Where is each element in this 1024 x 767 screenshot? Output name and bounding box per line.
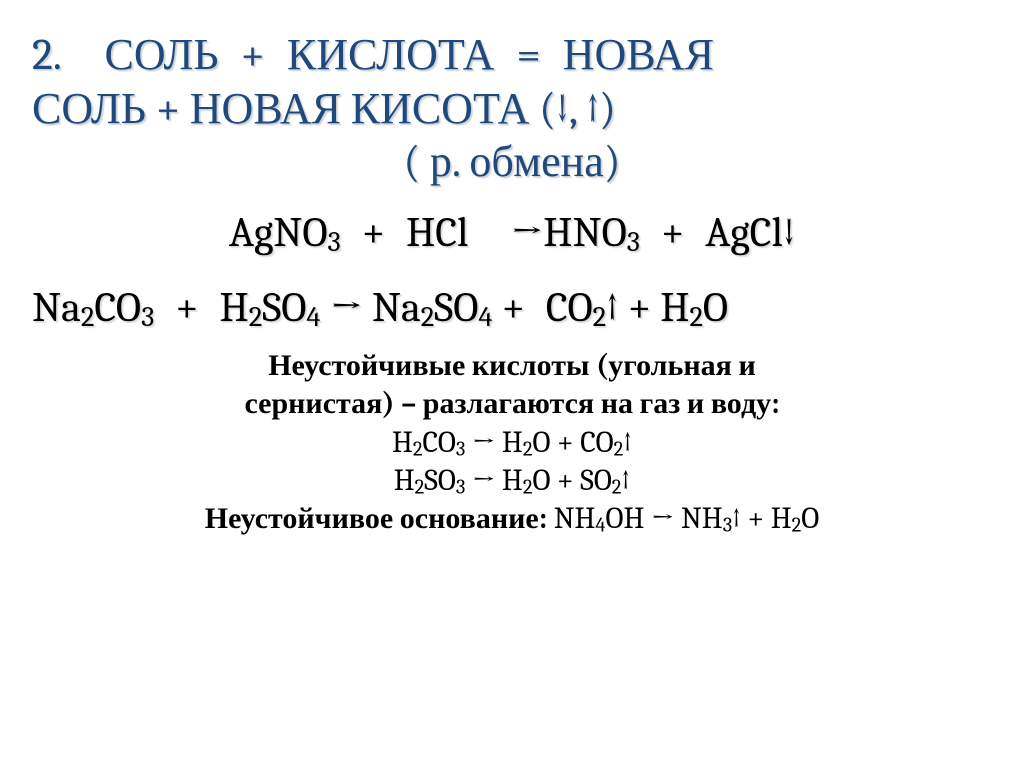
title-line-2: СОЛЬ + НОВАЯ КИСОТА (↓, ↑) (32, 82, 992, 136)
title-line-3: ( р. обмена) (32, 135, 992, 189)
slide-title: 2. СОЛЬ + КИСЛОТА = НОВАЯ СОЛЬ + НОВАЯ К… (32, 28, 992, 189)
equation-1: AgNO3 + HCl →HNO3 + AgCl↓ (32, 203, 992, 264)
note-line-5: Неустойчивое основание: NH4OH → NH3↑ + H… (32, 500, 992, 538)
equation-block: AgNO3 + HCl →HNO3 + AgCl↓ Na2CO3 + H2SO4… (32, 203, 992, 339)
slide: 2. СОЛЬ + КИСЛОТА = НОВАЯ СОЛЬ + НОВАЯ К… (0, 0, 1024, 539)
equation-2: Na2CO3 + H2SO4 → Na2SO4 + CO2↑ + H2O (32, 278, 992, 339)
title-line-1: 2. СОЛЬ + КИСЛОТА = НОВАЯ (32, 28, 992, 82)
note-line-1: Неустойчивые кислоты (угольная и (32, 347, 992, 385)
note-line-4: H2SO3 → H2O + SO2↑ (32, 462, 992, 500)
note-line-3: H2CO3 → H2O + CO2↑ (32, 424, 992, 462)
notes-block: Неустойчивые кислоты (угольная и сернист… (32, 347, 992, 539)
note-line-2: сернистая) – разлагаются на газ и воду: (32, 385, 992, 423)
